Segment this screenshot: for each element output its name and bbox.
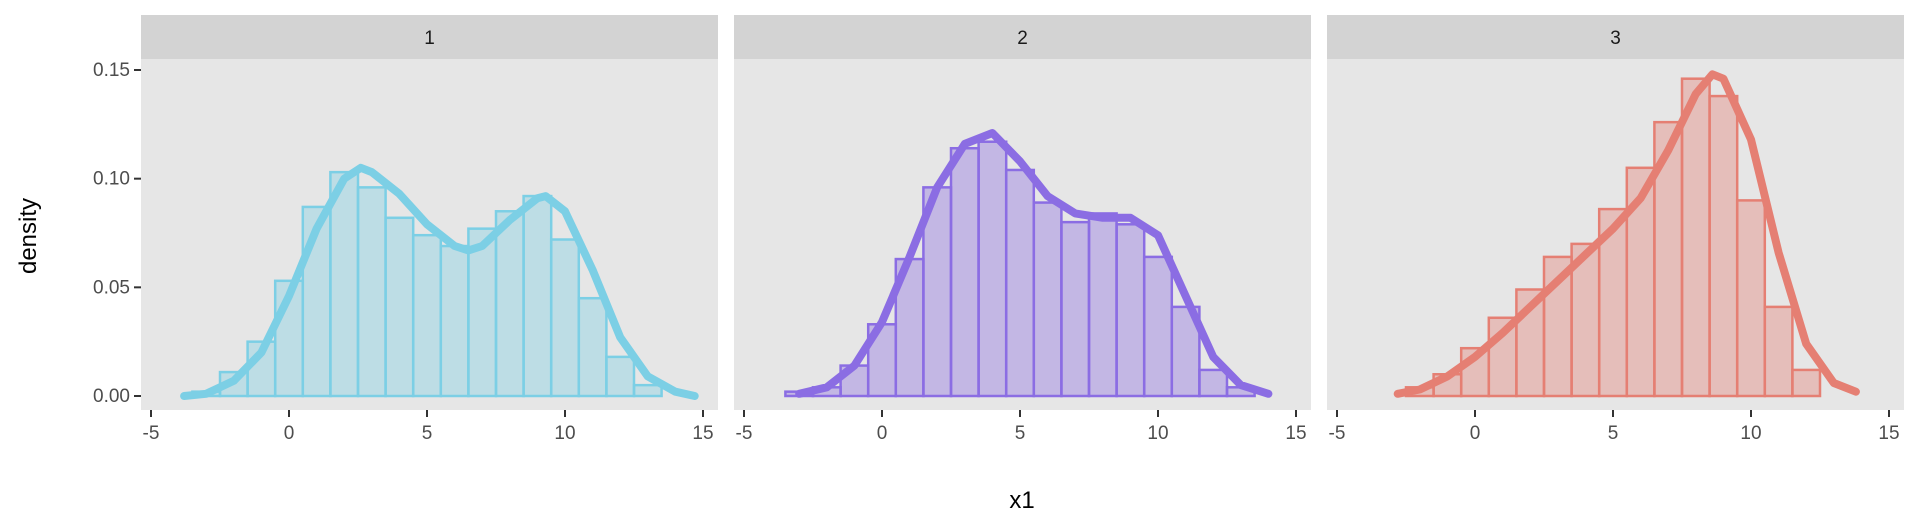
x-tick-label: 0	[284, 423, 295, 444]
histogram-bar	[522, 194, 553, 398]
histogram-bar	[577, 296, 608, 398]
histogram-bar	[1763, 305, 1794, 398]
x-tick-label: 15	[692, 423, 713, 444]
facet-panel-3: 3 -5 0 5 10 15	[1327, 15, 1904, 444]
histogram-bar	[549, 238, 581, 398]
histogram-bar	[1198, 368, 1229, 398]
histogram-bar	[1004, 168, 1036, 398]
y-axis-title: density	[15, 198, 42, 274]
x-tick-label: 5	[422, 423, 433, 444]
facet-strip	[141, 15, 718, 59]
histogram-bar	[384, 216, 415, 398]
facet-panel-2: 2 -5 0 5 10 15	[734, 15, 1311, 444]
y-tick-label: 0.15	[93, 60, 130, 81]
x-tick-label: -5	[143, 423, 160, 444]
density-curve	[180, 163, 699, 400]
x-tick-label: 15	[1878, 423, 1899, 444]
histogram-bar	[1708, 94, 1739, 398]
x-tick-label: 10	[554, 423, 575, 444]
histogram-bar	[1087, 212, 1118, 398]
y-tick-label: 0.00	[93, 386, 130, 407]
facet-strip-label: 1	[424, 28, 435, 49]
facet-strip-label: 2	[1017, 28, 1028, 49]
histogram-bar	[356, 186, 387, 398]
facet-panel-1: 1 -5 0 5 10 15	[141, 15, 718, 444]
histogram-bar	[494, 210, 525, 398]
histogram-bar	[1542, 255, 1573, 398]
density-curve	[1393, 70, 1860, 398]
histogram-bar	[1115, 223, 1146, 398]
histogram-bar	[1791, 368, 1822, 398]
histogram-bar	[949, 146, 980, 398]
density-curve	[795, 129, 1273, 398]
histogram-bar	[1060, 220, 1091, 398]
histogram-bar	[632, 383, 663, 398]
histogram-bar	[329, 170, 360, 398]
facet-strip	[1327, 15, 1904, 59]
x-tick-label: 0	[1470, 423, 1481, 444]
x-tick-label: 5	[1015, 423, 1026, 444]
histogram-bar	[1680, 77, 1711, 398]
y-tick-label: 0.10	[93, 169, 130, 190]
x-tick-label: 10	[1147, 423, 1168, 444]
histogram-bar	[1735, 199, 1767, 398]
y-tick-label: 0.05	[93, 277, 130, 298]
histogram-bar	[467, 227, 498, 398]
x-tick-label: 5	[1608, 423, 1619, 444]
x-tick-label: -5	[736, 423, 753, 444]
histogram-bar	[1142, 255, 1174, 398]
histogram-bar	[439, 244, 470, 398]
x-tick-label: 15	[1285, 423, 1306, 444]
x-tick-label: -5	[1329, 423, 1346, 444]
histogram-bar	[1032, 201, 1063, 398]
x-tick-label: 0	[877, 423, 888, 444]
histogram-bar	[1570, 242, 1601, 398]
x-tick-label: 10	[1740, 423, 1761, 444]
facet-strip	[734, 15, 1311, 59]
histogram-bar	[977, 140, 1008, 398]
histogram-bar	[605, 355, 636, 398]
histogram-bar	[1170, 305, 1201, 398]
x-axis-title: x1	[1009, 487, 1034, 514]
facet-strip-label: 3	[1610, 28, 1621, 49]
histogram-bar	[411, 233, 443, 398]
